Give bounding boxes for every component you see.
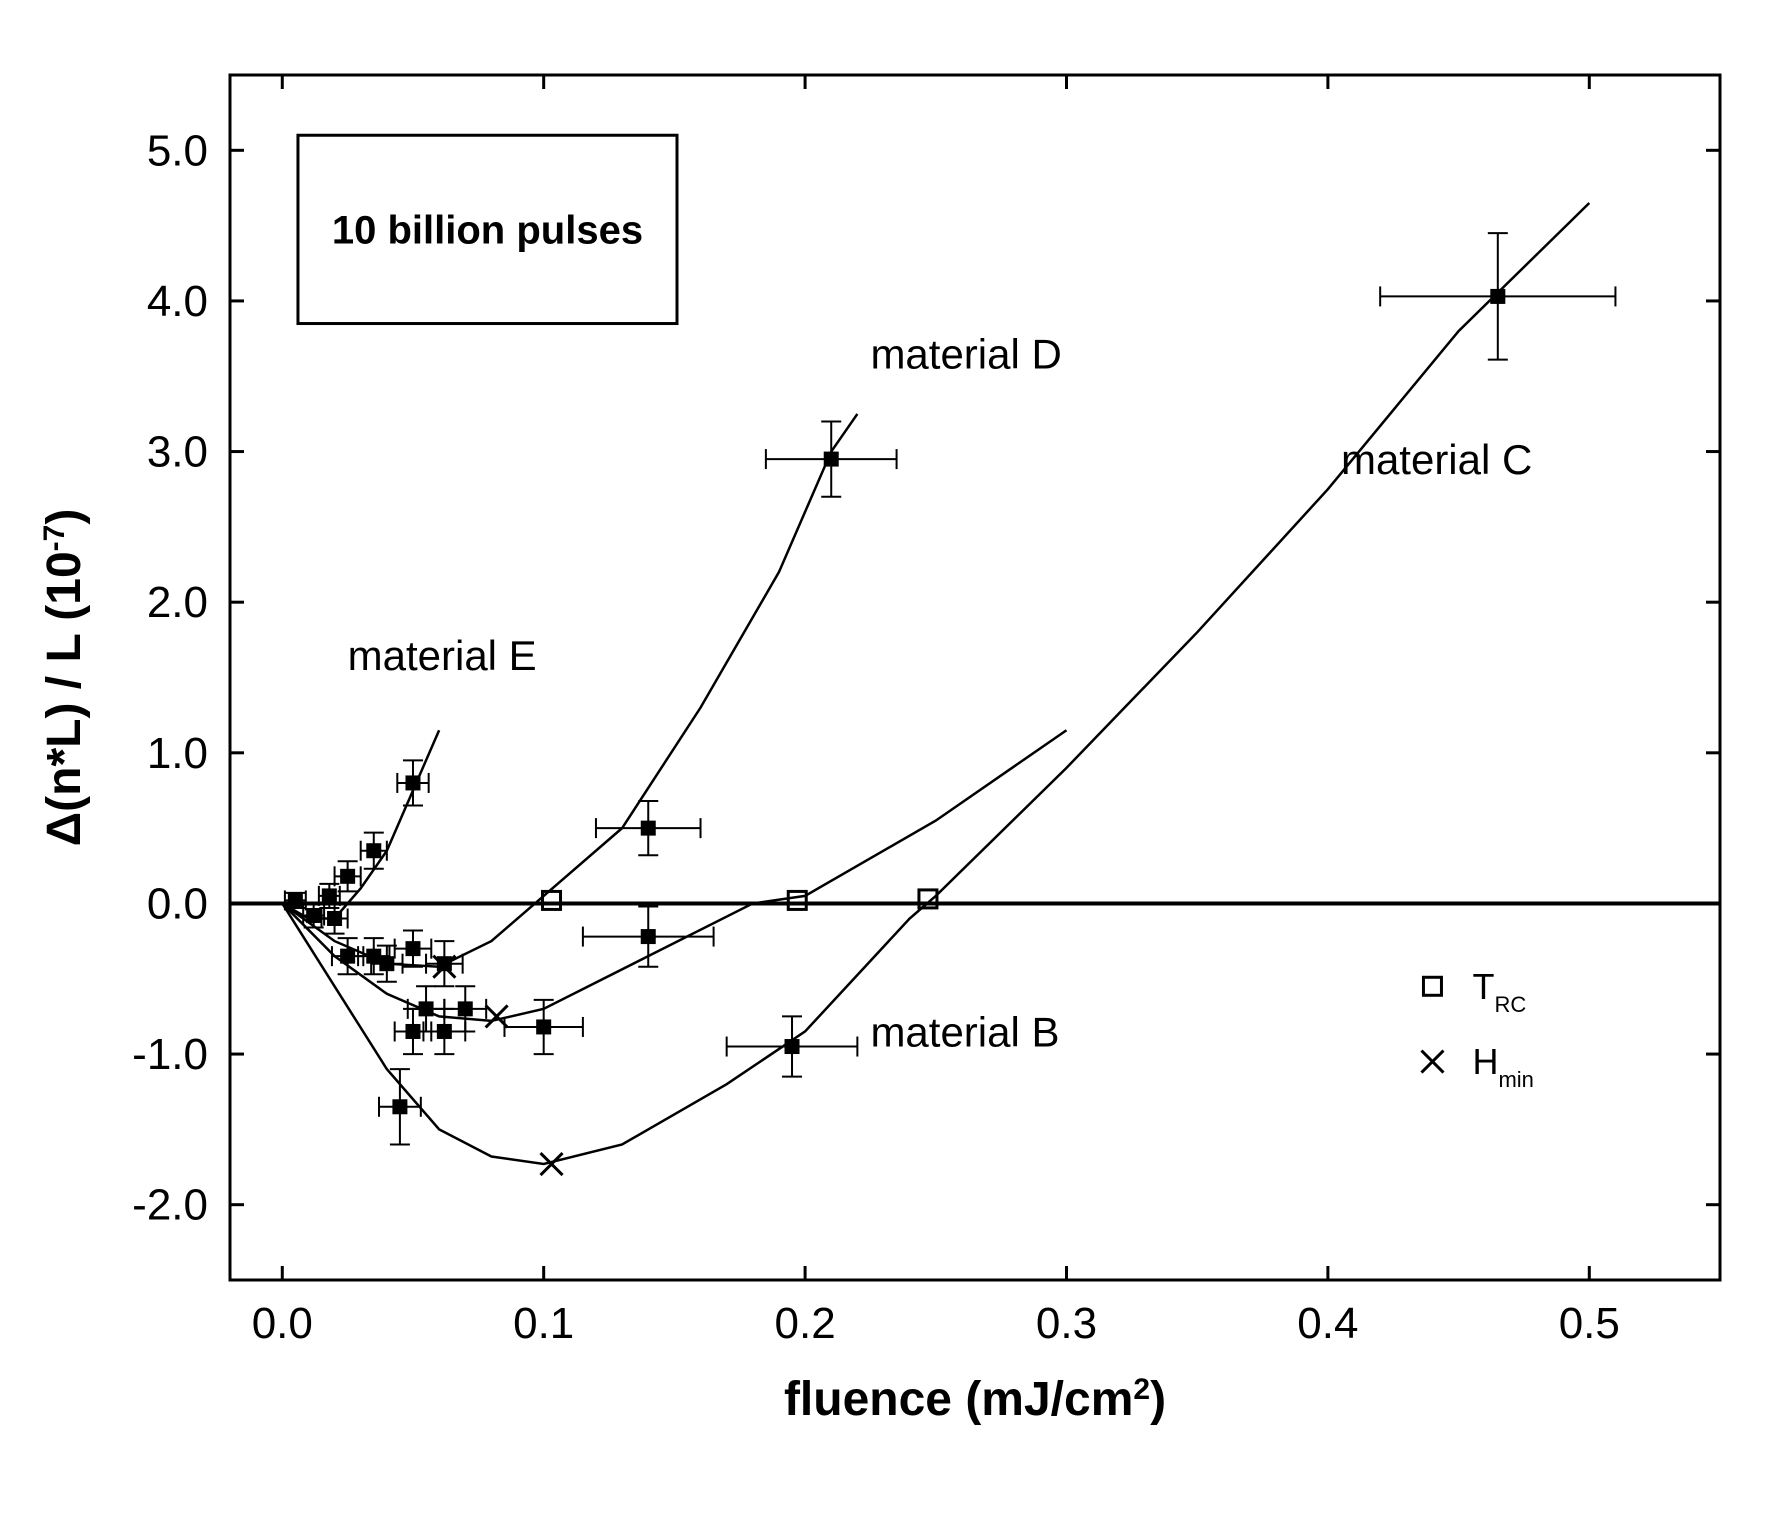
- data-point: [406, 776, 420, 790]
- series-label: material C: [1341, 436, 1532, 483]
- data-point: [380, 957, 394, 971]
- data-point: [824, 452, 838, 466]
- y-tick-label: 5.0: [147, 126, 208, 175]
- data-point: [367, 949, 381, 963]
- data-point: [341, 949, 355, 963]
- data-point: [367, 844, 381, 858]
- x-tick-label: 0.5: [1559, 1299, 1620, 1348]
- data-point: [341, 869, 355, 883]
- series-label: material E: [348, 632, 537, 679]
- data-point: [641, 821, 655, 835]
- annotation-text: 10 billion pulses: [332, 208, 643, 252]
- data-point: [328, 912, 342, 926]
- data-point: [1491, 289, 1505, 303]
- data-point: [393, 1100, 407, 1114]
- scatter-chart: 0.0 0.1 0.2 0.3 0.4 0.5 -2.0 -1.0 0.0 1.0 2.0 3.0 4.…: [0, 0, 1777, 1534]
- data-point: [785, 1040, 799, 1054]
- x-tick-label: 0.1: [513, 1299, 574, 1348]
- data-point: [406, 1024, 420, 1038]
- data-point: [288, 893, 302, 907]
- chart-container: 0.0 0.1 0.2 0.3 0.4 0.5 -2.0 -1.0 0.0 1.0 2.0 3.0 4.…: [0, 0, 1777, 1534]
- data-point: [322, 889, 336, 903]
- series-label: material D: [870, 331, 1061, 378]
- y-tick-label: 0.0: [147, 879, 208, 928]
- data-point: [406, 942, 420, 956]
- data-point: [458, 1002, 472, 1016]
- data-point: [641, 930, 655, 944]
- data-point: [307, 908, 321, 922]
- x-tick-label: 0.4: [1297, 1299, 1358, 1348]
- data-point: [437, 1024, 451, 1038]
- y-tick-label: 3.0: [147, 428, 208, 477]
- y-tick-label: 4.0: [147, 277, 208, 326]
- y-tick-label: -1.0: [132, 1030, 208, 1079]
- series-label: material B: [870, 1009, 1059, 1056]
- x-tick-label: 0.2: [775, 1299, 836, 1348]
- x-tick-label: 0.3: [1036, 1299, 1097, 1348]
- y-axis-label: Δ(n*L) / L (10-7): [38, 509, 92, 847]
- data-point: [537, 1020, 551, 1034]
- y-tick-label: 2.0: [147, 578, 208, 627]
- y-tick-label: 1.0: [147, 729, 208, 778]
- x-tick-label: 0.0: [252, 1299, 313, 1348]
- x-axis-label: fluence (mJ/cm2): [784, 1373, 1166, 1427]
- y-tick-label: -2.0: [132, 1181, 208, 1230]
